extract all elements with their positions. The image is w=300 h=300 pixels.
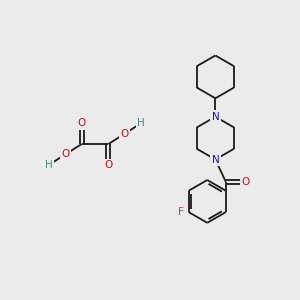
Text: N: N xyxy=(212,112,219,122)
Text: O: O xyxy=(104,160,112,170)
Text: N: N xyxy=(212,154,219,164)
Text: H: H xyxy=(45,160,53,170)
Text: H: H xyxy=(137,118,145,128)
Text: O: O xyxy=(121,129,129,139)
Text: O: O xyxy=(241,177,249,187)
Text: O: O xyxy=(61,149,69,160)
Text: O: O xyxy=(77,118,86,128)
Text: F: F xyxy=(178,207,184,217)
